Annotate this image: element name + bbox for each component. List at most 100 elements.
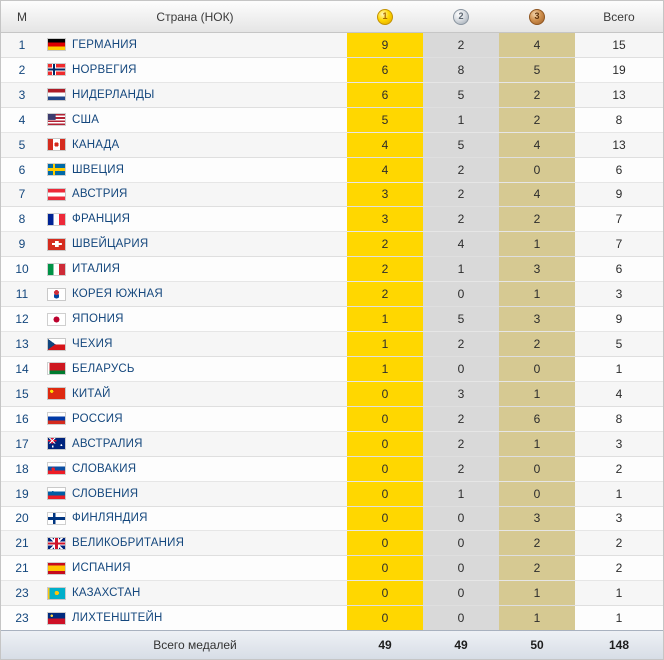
table-row: 1 ГЕРМАНИЯ 9 2 4 15 — [1, 33, 663, 58]
gold-cell: 6 — [347, 57, 423, 82]
si-flag-icon — [48, 488, 65, 500]
country-name[interactable]: ШВЕЙЦАРИЯ — [72, 238, 149, 251]
table-row: 21 ИСПАНИЯ 0 0 2 2 — [1, 556, 663, 582]
bronze-cell: 1 — [499, 581, 575, 606]
country-name[interactable]: ИСПАНИЯ — [72, 562, 131, 575]
silver-cell: 0 — [423, 282, 499, 307]
gold-cell: 0 — [347, 531, 423, 556]
country-name[interactable]: ЯПОНИЯ — [72, 313, 124, 326]
country-name[interactable]: КОРЕЯ ЮЖНАЯ — [72, 288, 163, 301]
table-row: 15 КИТАЙ 0 3 1 4 — [1, 381, 663, 407]
gold-cell: 5 — [347, 107, 423, 132]
gold-medal-number: 1 — [382, 11, 388, 21]
rank-cell: 3 — [18, 87, 26, 102]
silver-cell: 0 — [423, 531, 499, 556]
fi-flag-icon — [48, 512, 65, 524]
table-row: 12 ЯПОНИЯ 1 5 3 9 — [1, 307, 663, 333]
footer-silver-total: 49 — [454, 638, 468, 652]
country-name[interactable]: АВСТРАЛИЯ — [72, 437, 143, 450]
bronze-cell: 1 — [499, 381, 575, 406]
total-cell: 1 — [615, 361, 623, 376]
table-row: 8 ФРАНЦИЯ 3 2 2 7 — [1, 207, 663, 233]
bronze-cell: 2 — [499, 531, 575, 556]
footer-rank-spacer — [1, 631, 43, 659]
bronze-cell: 3 — [499, 307, 575, 332]
table-row: 19 СЛОВЕНИЯ 0 1 0 1 — [1, 481, 663, 507]
bronze-cell: 3 — [499, 257, 575, 282]
country-name[interactable]: ШВЕЦИЯ — [72, 163, 125, 176]
country-name[interactable]: НОРВЕГИЯ — [72, 63, 137, 76]
total-cell: 7 — [615, 212, 623, 227]
footer-gold-total: 49 — [378, 638, 392, 652]
country-name[interactable]: ИТАЛИЯ — [72, 263, 121, 276]
country-name[interactable]: КАНАДА — [72, 138, 120, 151]
country-cell: БЕЛАРУСЬ — [43, 357, 347, 381]
header-gold-column: 1 — [347, 1, 423, 32]
country-cell: КАЗАХСТАН — [43, 581, 347, 605]
rank-cell: 16 — [15, 411, 29, 426]
silver-cell: 2 — [423, 157, 499, 182]
nl-flag-icon — [48, 89, 65, 101]
country-name[interactable]: НИДЕРЛАНДЫ — [72, 88, 155, 101]
bronze-cell: 1 — [499, 606, 575, 631]
fr-flag-icon — [48, 213, 65, 225]
bronze-medal-icon: 3 — [529, 8, 545, 25]
header-country: Страна (НОК) — [156, 9, 234, 24]
country-name[interactable]: ВЕЛИКОБРИТАНИЯ — [72, 537, 185, 550]
country-name[interactable]: ЧЕХИЯ — [72, 338, 113, 351]
bronze-cell: 1 — [499, 282, 575, 307]
gold-cell: 2 — [347, 257, 423, 282]
country-cell: ЛИХТЕНШТЕЙН — [43, 606, 347, 630]
jp-flag-icon — [48, 313, 65, 325]
country-cell: ФРАНЦИЯ — [43, 207, 347, 231]
table-row: 21 ВЕЛИКОБРИТАНИЯ 0 0 2 2 — [1, 531, 663, 557]
country-cell: РОССИЯ — [43, 407, 347, 431]
country-cell: ШВЕЦИЯ — [43, 158, 347, 182]
header-silver-column: 2 — [423, 1, 499, 32]
country-name[interactable]: ФРАНЦИЯ — [72, 213, 131, 226]
header-rank: М — [17, 9, 27, 24]
silver-medal-number: 2 — [458, 11, 464, 21]
gold-cell: 0 — [347, 456, 423, 481]
country-name[interactable]: БЕЛАРУСЬ — [72, 362, 135, 375]
country-name[interactable]: КАЗАХСТАН — [72, 587, 141, 600]
silver-cell: 2 — [423, 431, 499, 456]
table-row: 14 БЕЛАРУСЬ 1 0 0 1 — [1, 356, 663, 382]
country-name[interactable]: ГЕРМАНИЯ — [72, 38, 138, 51]
country-name[interactable]: СЛОВАКИЯ — [72, 462, 137, 475]
country-name[interactable]: РОССИЯ — [72, 412, 123, 425]
it-flag-icon — [48, 263, 65, 275]
total-cell: 2 — [615, 561, 623, 576]
rank-cell: 2 — [18, 62, 26, 77]
li-flag-icon — [48, 612, 65, 624]
rank-cell: 12 — [15, 312, 29, 327]
table-row: 9 ШВЕЙЦАРИЯ 2 4 1 7 — [1, 232, 663, 258]
total-cell: 15 — [612, 37, 626, 52]
country-cell: НОРВЕГИЯ — [43, 58, 347, 82]
country-name[interactable]: ЛИХТЕНШТЕЙН — [72, 612, 163, 625]
rank-cell: 17 — [15, 436, 29, 451]
total-cell: 3 — [615, 287, 623, 302]
table-body: 1 ГЕРМАНИЯ 9 2 4 15 2 НОРВЕГИЯ 6 8 5 19 … — [1, 33, 663, 631]
country-name[interactable]: АВСТРИЯ — [72, 188, 128, 201]
country-name[interactable]: СЛОВЕНИЯ — [72, 487, 139, 500]
ca-flag-icon — [48, 139, 65, 151]
footer-grand-total: 148 — [608, 638, 630, 652]
de-flag-icon — [48, 39, 65, 51]
country-cell: ИТАЛИЯ — [43, 257, 347, 281]
gold-cell: 0 — [347, 581, 423, 606]
gold-cell: 1 — [347, 332, 423, 356]
country-name[interactable]: КИТАЙ — [72, 387, 111, 400]
gold-cell: 4 — [347, 157, 423, 182]
table-header: М Страна (НОК) 1 2 3 Всего — [1, 1, 663, 33]
table-row: 10 ИТАЛИЯ 2 1 3 6 — [1, 257, 663, 283]
country-name[interactable]: США — [72, 113, 100, 126]
gold-cell: 1 — [347, 356, 423, 381]
country-name[interactable]: ФИНЛЯНДИЯ — [72, 512, 148, 525]
silver-cell: 1 — [423, 257, 499, 282]
bronze-cell: 2 — [499, 82, 575, 107]
table-row: 23 КАЗАХСТАН 0 0 1 1 — [1, 581, 663, 607]
table-row: 16 РОССИЯ 0 2 6 8 — [1, 406, 663, 432]
total-cell: 9 — [615, 187, 623, 202]
rank-cell: 9 — [18, 237, 26, 252]
